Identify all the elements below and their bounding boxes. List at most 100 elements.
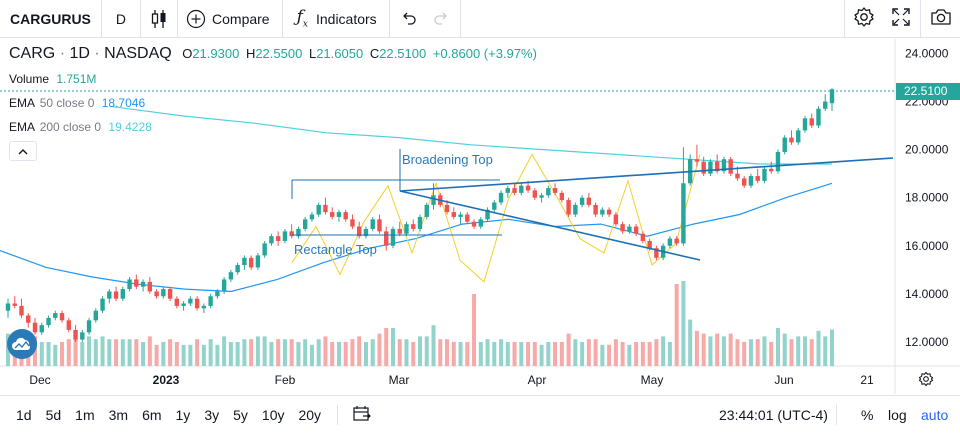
volume-bar	[276, 339, 281, 366]
percent-toggle[interactable]: %	[861, 407, 874, 423]
zigzag-line	[291, 153, 701, 283]
legend-collapse-button[interactable]	[9, 141, 37, 161]
candle	[640, 231, 646, 244]
candle	[566, 197, 571, 217]
range-10y[interactable]: 10y	[261, 406, 285, 423]
range-1m[interactable]: 1m	[75, 406, 95, 423]
date-range-button[interactable]	[353, 406, 371, 425]
legend-ema200[interactable]: EMA 200 close 0 19.4228	[9, 120, 152, 134]
candle	[633, 224, 639, 237]
fullscreen-button[interactable]	[882, 0, 920, 38]
ema200-line	[109, 105, 832, 165]
volume-bar	[188, 344, 193, 366]
range-5y[interactable]: 5y	[233, 406, 248, 423]
volume-bar	[505, 342, 510, 366]
price-axis-label: 16.0000	[905, 239, 949, 253]
volume-bar	[269, 342, 274, 366]
volume-bar	[553, 342, 558, 366]
candle	[363, 226, 369, 239]
indicators-label: Indicators	[315, 10, 377, 27]
candle	[12, 296, 17, 309]
chart-area[interactable]: 24.0000 22.0000 20.0000 18.0000 16.0000 14.00…	[0, 39, 960, 394]
settings-button[interactable]	[844, 0, 882, 38]
candle	[370, 216, 375, 232]
candle	[755, 168, 760, 184]
legend-ohlc: O21.9300 H22.5500 L21.6050 C22.5100 +0.8…	[182, 46, 537, 61]
volume-bar	[802, 336, 807, 366]
volume-bar	[499, 339, 504, 366]
candle	[728, 156, 733, 177]
divider	[337, 404, 339, 425]
candle	[282, 228, 288, 244]
indicators-button[interactable]: ƒx Indicators	[283, 0, 390, 38]
time-axis-settings-button[interactable]	[918, 371, 938, 391]
range-6m[interactable]: 6m	[142, 406, 162, 423]
volume-bar	[73, 336, 78, 366]
candle	[431, 183, 436, 210]
volume-bar	[168, 339, 173, 366]
time-axis-label: Feb	[275, 373, 296, 387]
volume-bar	[458, 342, 463, 366]
volume-bar	[715, 333, 720, 366]
candle	[714, 154, 720, 174]
volume-bar	[384, 328, 389, 366]
candle	[762, 166, 767, 184]
volume-bar	[775, 328, 780, 366]
range-3y[interactable]: 3y	[204, 406, 220, 423]
legend-ema50[interactable]: EMA 50 close 0 18.7046	[9, 96, 146, 110]
candle	[377, 214, 382, 234]
time-axis-label: Jun	[774, 373, 793, 387]
candle	[667, 236, 673, 249]
chevron-up-icon	[18, 142, 28, 160]
auto-toggle[interactable]: auto	[921, 407, 949, 423]
candle	[59, 310, 65, 323]
range-5d[interactable]: 5d	[45, 406, 62, 423]
volume-bar	[404, 339, 409, 366]
redo-button[interactable]	[424, 0, 461, 38]
compare-button[interactable]: Compare	[178, 0, 283, 38]
candle	[154, 289, 159, 299]
price-axis-label: 18.0000	[905, 191, 949, 205]
candle	[701, 156, 706, 177]
volume-bar	[228, 342, 233, 366]
interval-button[interactable]: D	[102, 0, 142, 38]
volume-bar	[748, 339, 753, 366]
volume-bar	[141, 342, 146, 366]
volume-bar	[127, 339, 132, 366]
undo-button[interactable]	[390, 0, 424, 38]
snapshot-button[interactable]	[920, 0, 960, 38]
volume-bar	[492, 342, 497, 366]
gear-icon	[918, 371, 934, 391]
volume-bar	[830, 329, 834, 366]
chart-type-button[interactable]	[141, 0, 179, 38]
candle	[532, 188, 538, 201]
volume-bar	[721, 336, 726, 366]
symbol-search-button[interactable]: CARGURUS	[0, 0, 102, 38]
candle	[262, 240, 267, 258]
volume-bar	[195, 339, 200, 366]
candle	[600, 207, 605, 217]
candle	[809, 113, 814, 128]
legend-volume[interactable]: Volume 1.751M	[9, 72, 97, 86]
volume-bar	[343, 342, 348, 366]
range-selector: 1d 5d 1m 3m 6m 1y 3y 5y 10y 20y	[9, 407, 328, 423]
clock-time[interactable]: 23:44:01 (UTC-4)	[719, 407, 828, 423]
volume-bar	[789, 339, 794, 366]
candle	[336, 209, 342, 222]
candle	[73, 325, 78, 342]
range-1d[interactable]: 1d	[16, 406, 32, 423]
range-1y[interactable]: 1y	[175, 406, 191, 423]
watermark-logo	[7, 329, 37, 359]
volume-bar	[526, 342, 531, 366]
price-chart[interactable]: 24.000022.000020.000018.000016.000014.00…	[0, 39, 960, 394]
range-3m[interactable]: 3m	[108, 406, 129, 423]
legend-exchange: NASDAQ	[104, 45, 172, 62]
log-toggle[interactable]: log	[888, 407, 907, 423]
legend-main: CARG · 1D · NASDAQ O21.9300 H22.5500 L21…	[9, 45, 537, 62]
bottom-toolbar: 1d 5d 1m 3m 6m 1y 3y 5y 10y 20y 23:44:01 (UTC-4) …	[0, 395, 960, 433]
candle	[559, 190, 565, 203]
candle	[113, 286, 119, 302]
range-20y[interactable]: 20y	[298, 406, 322, 423]
candle	[215, 289, 220, 299]
cloud-icon	[12, 337, 30, 350]
